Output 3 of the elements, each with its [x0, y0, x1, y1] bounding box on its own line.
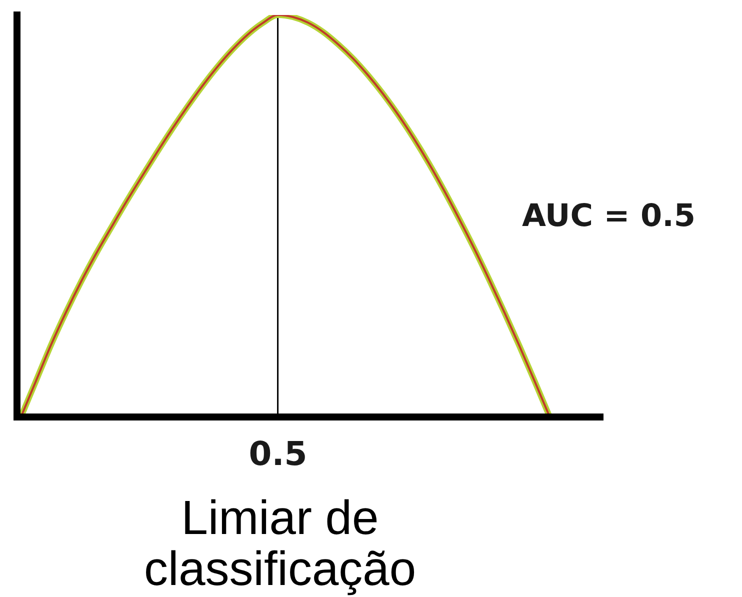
text: 0.5: [248, 434, 308, 473]
x-axis-title: Limiar de classificação: [142, 492, 418, 596]
annotation: AUC = 0.5: [522, 198, 696, 234]
